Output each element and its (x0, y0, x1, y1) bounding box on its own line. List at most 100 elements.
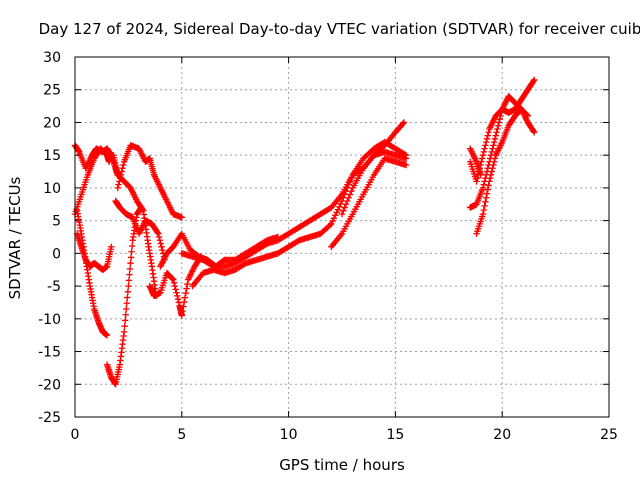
data-point (181, 294, 189, 301)
data-point (178, 214, 185, 221)
data-point (159, 246, 166, 254)
data-point (480, 181, 487, 188)
data-point (489, 165, 496, 172)
data-point (155, 233, 163, 241)
data-point (118, 168, 125, 175)
series-track-g (114, 142, 185, 221)
data-points (71, 76, 538, 388)
data-point (495, 119, 503, 126)
data-point (496, 115, 503, 123)
data-point (490, 138, 498, 146)
data-point (173, 289, 180, 296)
data-point (481, 202, 488, 210)
x-tick-label: 0 (71, 427, 80, 443)
data-point (170, 276, 177, 283)
data-point (123, 300, 130, 307)
data-point (346, 191, 354, 198)
data-point (497, 112, 504, 120)
data-point (117, 171, 125, 179)
data-point (336, 203, 343, 210)
data-point (482, 194, 490, 201)
data-point (485, 129, 492, 136)
data-point (170, 279, 178, 287)
data-point (334, 206, 342, 213)
data-point (479, 184, 487, 192)
y-tick-label: 20 (43, 115, 61, 131)
data-point (479, 151, 487, 159)
y-tick-label: 15 (43, 148, 61, 164)
data-point (108, 243, 115, 251)
data-point (333, 209, 340, 216)
series-track-d (73, 207, 111, 339)
data-point (346, 178, 354, 185)
data-point (154, 229, 161, 236)
series-track-n (338, 148, 410, 218)
y-tick-label: -10 (38, 312, 61, 328)
data-point (115, 181, 122, 188)
data-point (491, 155, 499, 162)
data-point (128, 248, 135, 255)
data-point (182, 289, 190, 297)
y-tick-label: -5 (47, 279, 61, 295)
data-point (400, 119, 408, 126)
data-point (348, 174, 355, 182)
data-point (174, 295, 182, 303)
data-point (489, 145, 496, 152)
data-point (126, 265, 134, 273)
data-point (342, 201, 350, 208)
data-point (175, 299, 183, 306)
data-point (490, 142, 497, 149)
data-point (494, 125, 501, 133)
data-point (105, 158, 113, 165)
data-point (139, 206, 146, 213)
data-point (328, 220, 335, 228)
data-point (120, 161, 127, 169)
data-point (488, 168, 495, 175)
data-point (345, 194, 352, 201)
data-point (340, 207, 347, 215)
y-tick-label: 30 (43, 50, 61, 66)
data-point (480, 206, 487, 214)
data-point (114, 184, 121, 192)
data-point (494, 122, 502, 129)
data-point (183, 285, 190, 292)
y-tick-label: -20 (38, 377, 61, 393)
data-point (338, 210, 346, 218)
data-point (399, 120, 407, 127)
data-point (119, 165, 126, 172)
data-point (474, 174, 481, 182)
data-point (482, 138, 490, 146)
grid (75, 57, 609, 417)
data-point (498, 109, 505, 116)
data-point (122, 311, 129, 318)
data-point (348, 187, 355, 195)
data-point (127, 259, 134, 267)
data-point (121, 317, 129, 324)
data-point (123, 305, 130, 313)
data-point (402, 155, 410, 162)
data-point (531, 129, 538, 136)
data-point (180, 303, 187, 310)
data-point (486, 174, 494, 182)
data-point (125, 282, 132, 290)
data-point (172, 286, 179, 293)
series-track-r (466, 145, 485, 179)
data-point (483, 190, 491, 197)
data-point (473, 178, 480, 185)
x-tick-label: 5 (177, 427, 186, 443)
data-point (490, 161, 497, 169)
y-tick-label: 25 (43, 83, 61, 99)
y-axis-label: SDTVAR / TECUs (6, 176, 24, 299)
data-point (103, 331, 111, 339)
data-point (181, 298, 188, 306)
data-point (124, 288, 132, 296)
data-point (174, 292, 181, 300)
data-point (184, 280, 191, 288)
data-point (484, 132, 491, 139)
data-point (338, 197, 346, 205)
data-point (120, 328, 128, 336)
data-point (116, 178, 123, 185)
data-point (155, 230, 162, 237)
y-tick-label: 0 (52, 246, 61, 262)
